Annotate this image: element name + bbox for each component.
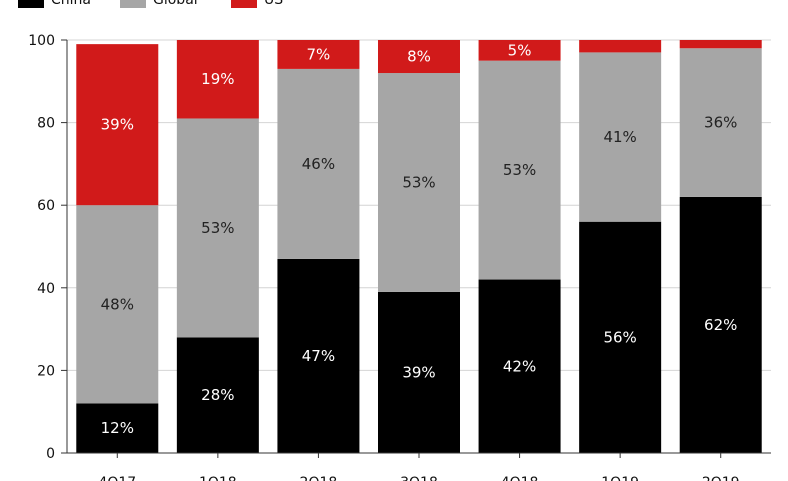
legend-swatch-china bbox=[18, 0, 44, 8]
data-label-global-0: 48% bbox=[101, 295, 134, 313]
y-tick-label: 60 bbox=[37, 198, 55, 214]
axes: 0 20 40 60 80 100 4Q17 1Q18 2Q18 3Q18 4Q18 1Q19 2Q19 bbox=[28, 33, 771, 481]
bar-china-3 bbox=[378, 291, 460, 453]
y-tick-label: 0 bbox=[46, 446, 55, 462]
bar-us-6 bbox=[679, 40, 762, 49]
y-tick-label: 100 bbox=[28, 33, 55, 49]
legend-label-global: Global bbox=[153, 0, 198, 8]
legend: China Global US bbox=[18, 0, 283, 8]
bar-china-5 bbox=[579, 221, 662, 453]
bar-us-2 bbox=[277, 40, 360, 69]
bar-global-0 bbox=[76, 205, 159, 404]
y-tick-label: 40 bbox=[37, 281, 55, 297]
bar-us-3 bbox=[378, 40, 460, 74]
y-tick-label: 80 bbox=[37, 116, 55, 132]
legend-label-us: US bbox=[264, 0, 283, 8]
bar-global-5 bbox=[579, 52, 662, 222]
y-tick-label: 20 bbox=[37, 363, 55, 379]
bar-us-4 bbox=[478, 40, 561, 61]
legend-swatch-global bbox=[120, 0, 146, 8]
bar-china-0 bbox=[76, 403, 159, 453]
bar-global-2 bbox=[277, 68, 360, 259]
bar-china-2 bbox=[277, 258, 360, 453]
data-label-china-3: 39% bbox=[402, 363, 435, 381]
bar-global-3 bbox=[378, 73, 460, 292]
bars bbox=[76, 40, 762, 453]
x-tick-label: 4Q17 bbox=[98, 475, 136, 481]
data-label-china-0: 12% bbox=[101, 419, 134, 437]
data-label-global-5: 41% bbox=[603, 128, 636, 146]
data-label-global-2: 46% bbox=[302, 155, 335, 173]
legend-swatch-us bbox=[231, 0, 257, 8]
data-label-global-4: 53% bbox=[503, 161, 536, 179]
data-label-us-2: 7% bbox=[307, 45, 331, 63]
legend-label-china: China bbox=[51, 0, 91, 8]
x-tick-label: 1Q18 bbox=[199, 475, 237, 481]
bar-china-6 bbox=[679, 196, 762, 453]
data-label-china-4: 42% bbox=[503, 357, 536, 375]
data-label-china-1: 28% bbox=[201, 386, 234, 404]
bar-us-5 bbox=[579, 40, 662, 53]
bar-us-1 bbox=[176, 40, 259, 119]
bar-global-4 bbox=[478, 60, 561, 280]
data-label-china-2: 47% bbox=[302, 347, 335, 365]
data-label-us-3: 8% bbox=[407, 48, 431, 66]
data-label-us-0: 39% bbox=[101, 116, 134, 134]
data-label-china-6: 62% bbox=[704, 316, 737, 334]
x-tick-label: 4Q18 bbox=[501, 475, 539, 481]
x-tick-label: 2Q19 bbox=[702, 475, 740, 481]
x-tick-label: 3Q18 bbox=[400, 475, 438, 481]
data-label-us-4: 5% bbox=[508, 41, 532, 59]
bar-global-6 bbox=[679, 48, 762, 197]
data-label-global-6: 36% bbox=[704, 114, 737, 132]
bar-china-1 bbox=[176, 337, 259, 453]
bar-china-4 bbox=[478, 279, 561, 453]
data-label-china-5: 56% bbox=[603, 328, 636, 346]
x-tick-label: 1Q19 bbox=[601, 475, 639, 481]
data-label-us-1: 19% bbox=[201, 70, 234, 88]
data-labels: 12% 48% 39% 28% 53% 19% 47% 46% 7% 39% 53% 8% 42% 53%… bbox=[101, 41, 738, 437]
data-label-global-3: 53% bbox=[402, 173, 435, 191]
x-tick-label: 2Q18 bbox=[300, 475, 338, 481]
data-label-global-1: 53% bbox=[201, 219, 234, 237]
bar-global-1 bbox=[176, 118, 259, 338]
bar-us-0 bbox=[76, 44, 159, 206]
